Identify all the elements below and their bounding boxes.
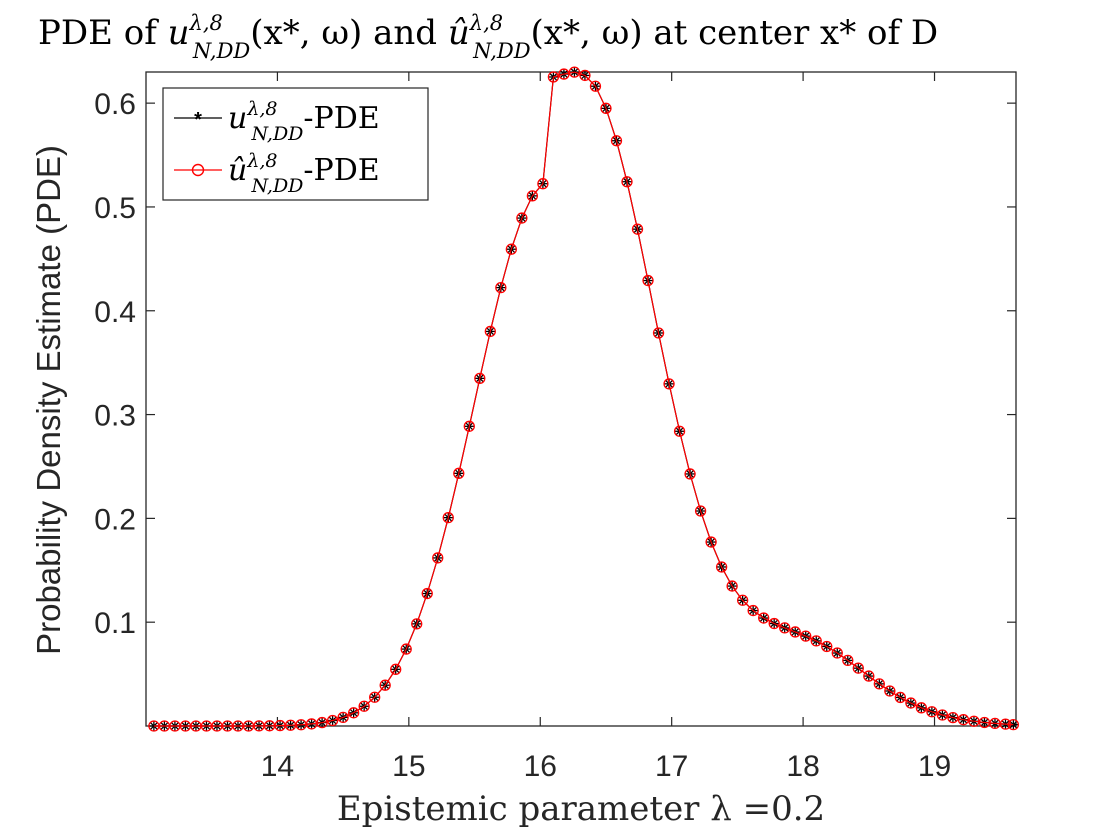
x-tick-label: 14 (261, 750, 294, 783)
data-point-circle (305, 718, 318, 730)
series-layer (148, 66, 1020, 732)
data-point-circle (736, 594, 749, 606)
data-point-circle (831, 647, 843, 659)
y-tick-label: 0.6 (94, 88, 136, 121)
data-point-circle (589, 80, 602, 92)
data-point-circle (453, 467, 465, 479)
data-point-circle (684, 468, 696, 480)
data-point-circle (358, 700, 370, 712)
data-point-circle (758, 612, 770, 624)
y-axis-label: Probability Density Estimate (PDE) (30, 145, 67, 655)
legend-label-0: uλ,8 N,DD-PDE (228, 98, 380, 145)
data-point-circle (789, 626, 801, 638)
data-point-circle (715, 561, 728, 573)
data-point-circle (663, 378, 675, 390)
data-point-circle (936, 709, 949, 721)
data-point-circle (842, 654, 854, 667)
data-point-circle (631, 223, 644, 235)
y-tick-label: 0.5 (94, 192, 136, 225)
x-tick-label: 15 (392, 750, 425, 783)
data-point-circle (379, 679, 391, 691)
data-point-circle (779, 622, 791, 634)
y-tick-label: 0.1 (94, 607, 136, 640)
data-point-circle (526, 190, 539, 202)
x-tick-label: 16 (524, 750, 557, 783)
x-tick-label: 17 (655, 750, 688, 783)
data-point-circle (421, 587, 433, 600)
data-point-circle (516, 212, 528, 224)
data-point-circle (326, 714, 339, 727)
data-point-circle (905, 697, 917, 709)
data-point-circle (411, 618, 423, 630)
data-point-circle (621, 176, 633, 188)
data-point-circle (694, 505, 707, 517)
data-point-circle (432, 552, 444, 564)
data-point-circle (400, 643, 412, 655)
x-axis-ticks: 14 15 16 17 18 19 (261, 72, 951, 783)
data-point-circle (579, 69, 591, 82)
data-point-circle (347, 707, 360, 719)
data-point-circle (316, 716, 328, 729)
data-point-circle (369, 691, 381, 703)
data-point-circle (884, 685, 896, 697)
data-point-circle (390, 663, 402, 675)
x-tick-label: 18 (786, 750, 819, 783)
data-point-circle (947, 711, 959, 724)
y-tick-label: 0.3 (94, 400, 136, 433)
data-point-circle (568, 66, 581, 78)
data-point-circle (642, 274, 654, 287)
data-point-circle (484, 325, 496, 338)
data-point-circle (600, 102, 612, 114)
data-point-circle (800, 630, 812, 642)
data-point-circle (999, 718, 1012, 730)
data-point-circle (705, 536, 717, 548)
legend-marker-1 (191, 163, 205, 177)
data-point-circle (894, 691, 907, 704)
data-point-circle (821, 640, 833, 653)
chart-title: PDE of uλ,8 N,DD(x*, ω) and ûλ,8 N,DD(x*, … (38, 11, 938, 63)
data-point-circle (926, 706, 938, 718)
data-point-circle (673, 425, 686, 437)
data-point-circle (495, 281, 507, 294)
data-point-circle (337, 711, 349, 724)
y-tick-label: 0.4 (94, 296, 136, 329)
data-point-circle (968, 715, 980, 727)
legend-marker-0: * (194, 109, 202, 131)
data-point-circle (505, 243, 517, 255)
legend: * uλ,8 N,DD-PDE ûλ,8 N,DD-PDE (162, 87, 429, 201)
data-point-circle (610, 135, 623, 147)
data-point-circle (547, 71, 560, 83)
data-point-circle (558, 68, 570, 80)
x-axis-label: Epistemic parameter λ =0.2 (337, 789, 825, 829)
data-point-circle (768, 617, 780, 630)
data-point-circle (463, 420, 475, 432)
x-tick-label: 19 (918, 750, 951, 783)
y-tick-label: 0.2 (94, 503, 136, 536)
data-point-circle (747, 604, 759, 617)
data-point-circle (537, 178, 549, 190)
data-point-circle (652, 327, 665, 339)
data-point-circle (873, 678, 885, 690)
data-point-circle (957, 714, 970, 726)
data-point-circle (863, 670, 875, 682)
data-point-circle (810, 635, 822, 647)
data-point-circle (726, 580, 738, 592)
data-point-circle (915, 702, 928, 714)
data-point-circle (442, 512, 454, 524)
data-point-circle (474, 372, 486, 384)
legend-box (162, 87, 429, 201)
legend-label-1: ûλ,8 N,DD-PDE (228, 150, 380, 197)
y-axis-ticks: 0.1 0.2 0.3 0.4 0.5 0.6 (94, 88, 1016, 640)
data-point-circle (852, 662, 864, 674)
data-point-circle (1007, 719, 1020, 731)
